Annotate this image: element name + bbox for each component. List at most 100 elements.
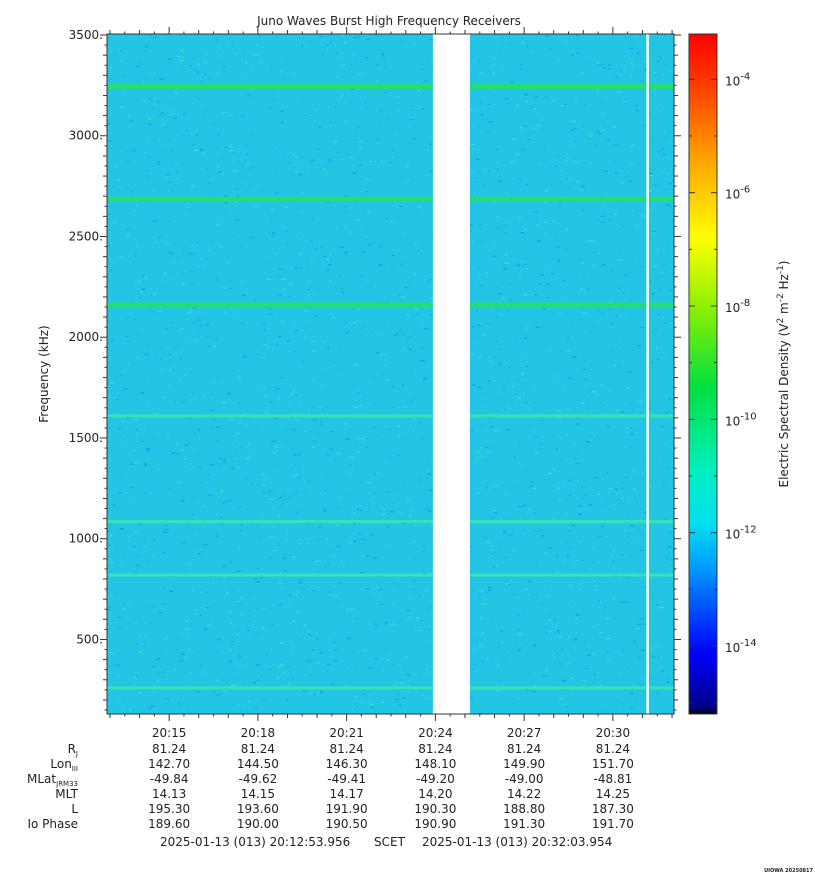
noise-speck	[480, 114, 484, 116]
noise-speck	[516, 379, 520, 381]
y-axis: 500.1000.1500.2000.2500.3000.3500.	[69, 28, 681, 711]
noise-speck	[401, 333, 404, 335]
noise-speck	[379, 109, 382, 112]
noise-speck	[419, 364, 421, 366]
noise-speck	[174, 92, 179, 94]
noise-speck	[661, 426, 664, 428]
noise-speck	[553, 518, 556, 520]
noise-speck	[544, 589, 546, 592]
noise-speck	[527, 581, 532, 583]
noise-speck	[393, 494, 396, 496]
noise-speck	[113, 496, 115, 498]
noise-speck	[649, 280, 652, 282]
noise-speck	[354, 364, 358, 366]
noise-speck	[659, 110, 663, 112]
noise-speck	[298, 582, 303, 584]
noise-speck	[293, 320, 296, 322]
noise-speck	[274, 143, 277, 145]
noise-speck	[511, 533, 513, 536]
noise-speck	[217, 147, 219, 149]
noise-speck	[628, 181, 633, 183]
noise-speck	[532, 487, 537, 490]
noise-speck	[275, 343, 280, 345]
noise-speck	[246, 94, 251, 96]
noise-speck	[335, 76, 339, 78]
noise-speck	[594, 592, 596, 594]
noise-speck	[643, 525, 647, 528]
noise-speck	[365, 328, 367, 330]
noise-speck	[238, 655, 242, 657]
noise-speck	[522, 357, 525, 359]
noise-speck	[527, 139, 532, 141]
noise-speck	[335, 601, 340, 603]
noise-speck	[310, 334, 313, 336]
noise-speck	[367, 403, 370, 405]
noise-speck	[485, 447, 489, 449]
noise-speck	[410, 336, 413, 338]
noise-speck	[571, 121, 576, 123]
noise-speck	[291, 556, 296, 558]
noise-speck	[478, 589, 481, 591]
noise-speck	[650, 294, 654, 296]
noise-speck	[375, 658, 378, 660]
ephemeris-value: 14.22	[507, 787, 541, 801]
noise-speck	[639, 563, 641, 565]
ephemeris-row-label: L	[71, 802, 78, 816]
noise-speck	[622, 182, 624, 184]
noise-speck	[278, 268, 282, 270]
noise-speck	[532, 691, 536, 693]
noise-speck	[470, 143, 475, 145]
x-tick-label: 20:21	[329, 726, 364, 740]
noise-speck	[421, 326, 423, 328]
noise-speck	[417, 206, 421, 209]
noise-speck	[662, 578, 664, 581]
noise-speck	[343, 206, 347, 208]
noise-speck	[648, 646, 652, 648]
noise-speck	[176, 637, 180, 639]
noise-speck	[523, 263, 527, 265]
noise-speck	[535, 564, 539, 566]
noise-speck	[648, 485, 652, 487]
noise-speck	[471, 639, 475, 641]
noise-speck	[316, 147, 319, 150]
noise-speck	[368, 503, 370, 505]
noise-speck	[252, 682, 256, 684]
noise-speck	[197, 267, 201, 269]
noise-speck	[111, 307, 113, 309]
noise-speck	[298, 402, 301, 404]
noise-speck	[507, 407, 511, 409]
noise-speck	[568, 187, 570, 189]
noise-speck	[404, 287, 408, 289]
noise-speck	[126, 161, 129, 163]
noise-speck	[630, 525, 634, 527]
noise-speck	[222, 576, 226, 578]
noise-speck	[299, 157, 302, 159]
noise-speck	[594, 585, 598, 587]
noise-speck	[273, 507, 275, 509]
noise-speck	[371, 334, 374, 336]
ephemeris-value: 81.24	[507, 742, 541, 756]
noise-speck	[128, 709, 131, 711]
noise-speck	[493, 486, 495, 488]
noise-speck	[148, 428, 150, 430]
noise-speck	[225, 332, 227, 334]
noise-speck	[110, 652, 113, 654]
noise-speck	[214, 420, 215, 422]
noise-speck	[335, 507, 339, 510]
noise-speck	[189, 417, 192, 419]
noise-speck	[508, 584, 511, 586]
ephemeris-value: 81.24	[241, 742, 275, 756]
noise-speck	[193, 322, 195, 324]
noise-speck	[327, 259, 329, 261]
noise-speck	[112, 653, 115, 655]
noise-speck	[482, 398, 485, 400]
noise-speck	[350, 64, 353, 66]
noise-speck	[576, 47, 581, 50]
noise-speck	[241, 165, 244, 167]
noise-speck	[165, 328, 169, 331]
noise-speck	[505, 660, 508, 662]
noise-speck	[555, 410, 558, 412]
noise-speck	[576, 162, 579, 164]
noise-speck	[564, 435, 569, 437]
noise-speck	[231, 467, 234, 469]
